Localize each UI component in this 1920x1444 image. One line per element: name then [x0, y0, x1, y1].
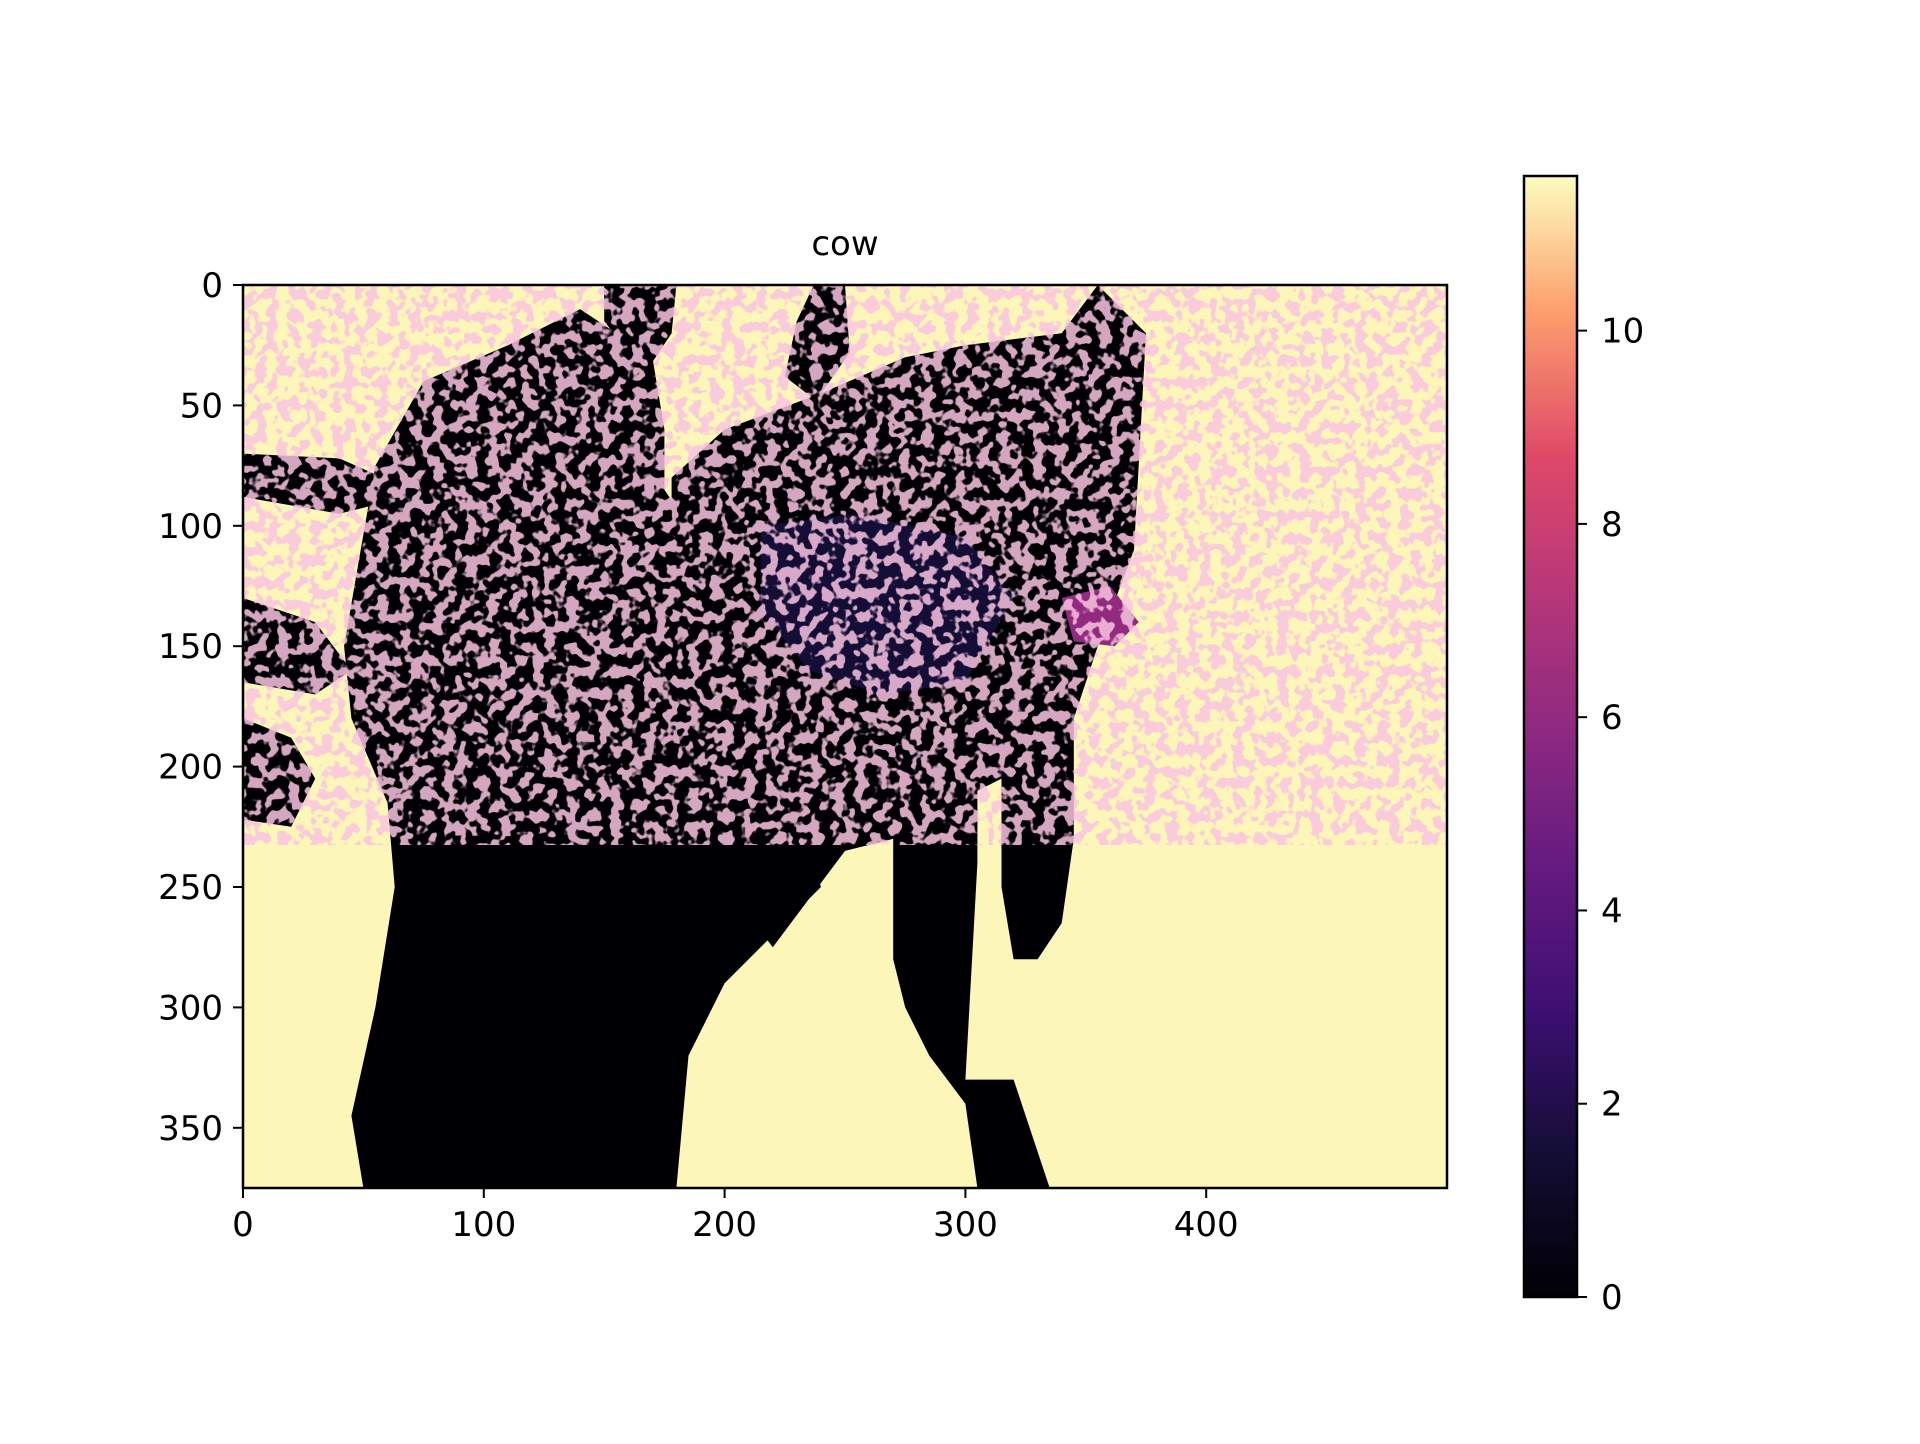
plot-frame [241, 283, 1449, 1190]
y-tick-label: 250 [158, 868, 223, 908]
x-tick-label: 100 [451, 1205, 516, 1245]
x-tick-label: 0 [232, 1205, 254, 1245]
colorbar-gradient [1524, 176, 1577, 1297]
y-tick-label: 150 [158, 627, 223, 667]
x-tick-label: 200 [692, 1205, 757, 1245]
colorbar-tick-label: 8 [1601, 505, 1623, 545]
x-tick-label: 400 [1174, 1205, 1239, 1245]
x-axis: 0 100 200 300 400 [232, 1188, 1239, 1245]
noise-speckle-region [243, 285, 1447, 845]
y-tick-label: 300 [158, 988, 223, 1028]
chart-title: cow [811, 224, 878, 264]
colorbar-tick-label: 2 [1601, 1085, 1623, 1125]
colorbar: 0 2 4 6 8 10 [1522, 174, 1644, 1318]
y-tick-label: 200 [158, 748, 223, 788]
y-tick-label: 0 [201, 266, 223, 306]
colorbar-tick-label: 4 [1601, 891, 1623, 931]
colorbar-tick-label: 6 [1601, 698, 1623, 738]
y-tick-label: 100 [158, 507, 223, 547]
y-axis: 0 50 100 150 200 250 300 350 [158, 266, 243, 1149]
y-tick-label: 350 [158, 1109, 223, 1149]
colorbar-tick-label: 10 [1601, 312, 1644, 352]
x-tick-label: 300 [933, 1205, 998, 1245]
colorbar-frame [1522, 174, 1579, 1299]
y-tick-label: 50 [180, 386, 223, 426]
colorbar-tick-label: 0 [1601, 1278, 1623, 1318]
heatmap-image [243, 285, 1447, 1188]
